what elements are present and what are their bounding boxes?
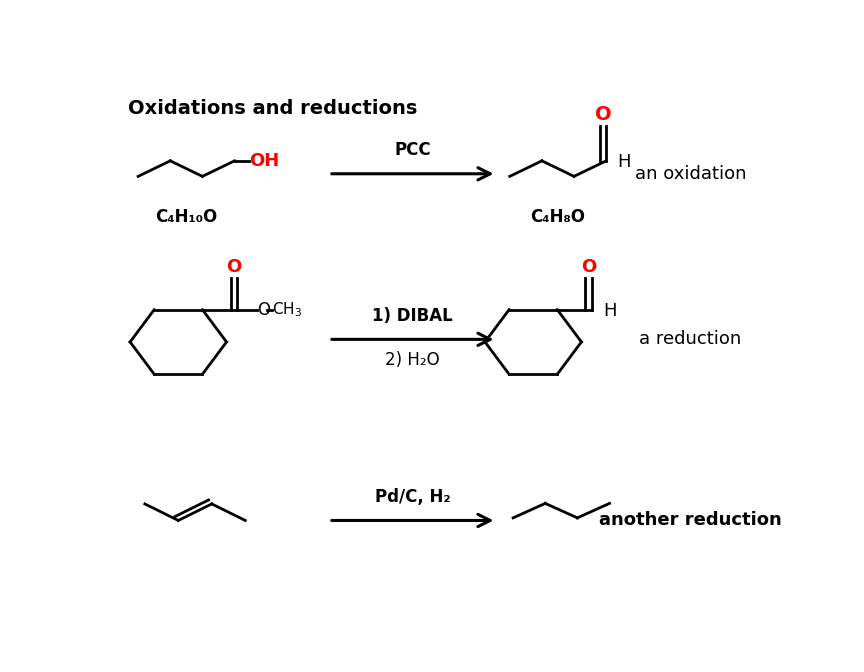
Text: Oxidations and reductions: Oxidations and reductions — [128, 99, 417, 118]
Text: another reduction: another reduction — [599, 511, 782, 530]
Text: 1) DIBAL: 1) DIBAL — [372, 307, 453, 325]
Text: CH$_3$: CH$_3$ — [272, 300, 302, 319]
Text: 2) H₂O: 2) H₂O — [385, 351, 440, 369]
Text: O: O — [226, 257, 242, 276]
Text: O: O — [594, 105, 612, 124]
Text: C₄H₈O: C₄H₈O — [530, 208, 586, 226]
Text: C₄H₁₀O: C₄H₁₀O — [156, 208, 218, 226]
Text: Pd/C, H₂: Pd/C, H₂ — [375, 488, 450, 506]
Text: H: H — [603, 302, 616, 320]
Text: an oxidation: an oxidation — [635, 165, 746, 183]
Text: OH: OH — [249, 152, 279, 170]
Text: O: O — [257, 300, 270, 319]
Text: PCC: PCC — [394, 141, 431, 159]
Text: a reduction: a reduction — [639, 331, 741, 348]
Text: H: H — [617, 153, 631, 171]
Text: O: O — [581, 257, 596, 276]
